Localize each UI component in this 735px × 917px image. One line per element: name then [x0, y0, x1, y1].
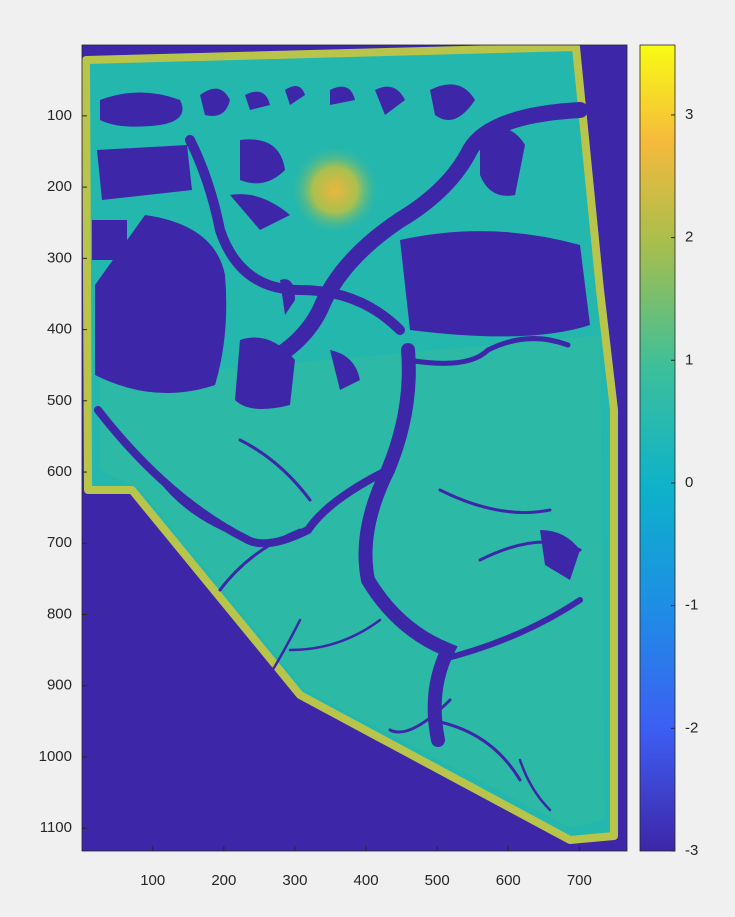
colorbar-tick-label: 3 [685, 106, 693, 123]
y-tick-label: 700 [47, 534, 72, 551]
y-tick-label: 600 [47, 463, 72, 480]
ponds [92, 84, 590, 580]
x-tick-label: 700 [567, 872, 592, 889]
colorbar-tick-label: -2 [685, 719, 698, 736]
y-tick-label: 300 [47, 249, 72, 266]
y-tick-label: 800 [47, 605, 72, 622]
y-tick-label: 1100 [40, 819, 72, 836]
y-tick-label: 500 [47, 392, 72, 409]
y-tick-label: 100 [47, 107, 72, 124]
y-tick-label: 1000 [39, 748, 72, 765]
x-tick-label: 400 [354, 872, 379, 889]
channels [94, 102, 588, 812]
image [82, 45, 627, 851]
hill [290, 145, 380, 235]
y-tick-label: 200 [47, 178, 72, 195]
marsh [100, 335, 605, 828]
y-tick-label: 400 [47, 321, 72, 338]
x-tick-label: 300 [282, 872, 307, 889]
colorbar-tick-label: -1 [685, 597, 698, 614]
colorbar-tick-label: 1 [685, 351, 693, 368]
x-tick-label: 100 [140, 872, 165, 889]
x-tick-label: 500 [425, 872, 450, 889]
colorbar-tick-label: 0 [685, 474, 693, 491]
x-tick-label: 600 [496, 872, 521, 889]
colorbar-tick-label: -3 [685, 842, 698, 859]
colorbar [639, 44, 676, 852]
x-tick-label: 200 [211, 872, 236, 889]
axes-box [81, 44, 628, 852]
colorbar-tick-label: 2 [685, 229, 693, 246]
y-tick-label: 900 [47, 677, 72, 694]
